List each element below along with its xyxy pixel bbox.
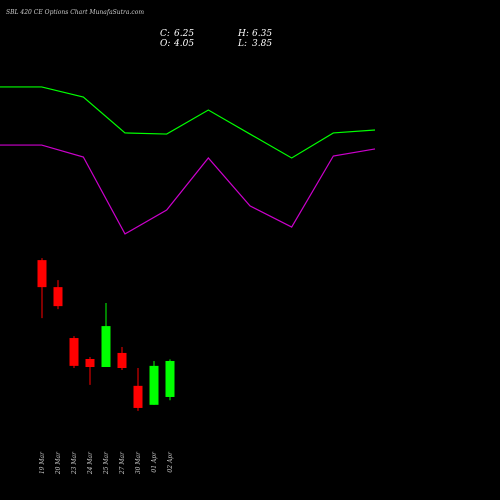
- candle-body: [133, 385, 143, 408]
- indicator-line: [0, 86, 376, 159]
- chart-title: SBL 420 CE Options Chart MunafaSutra.com: [6, 9, 144, 16]
- indicator-line: [0, 144, 376, 235]
- candle-body: [149, 365, 159, 405]
- candle-body: [101, 326, 111, 368]
- x-tick-label: 30 Mar: [135, 451, 142, 474]
- x-tick-label: 27 Mar: [119, 451, 126, 475]
- candle-body: [53, 287, 63, 307]
- x-tick-label: 19 Mar: [39, 451, 46, 474]
- candle-body: [117, 352, 127, 368]
- summary-value: 4.05: [173, 39, 194, 49]
- x-tick-label: 24 Mar: [87, 451, 94, 475]
- summary-label: C:: [160, 29, 170, 39]
- candle-body: [37, 260, 47, 288]
- candle-body: [165, 360, 175, 397]
- summary-label: O:: [160, 39, 170, 49]
- summary-value: 6.35: [252, 29, 272, 39]
- x-tick-label: 25 Mar: [103, 451, 110, 475]
- candle-body: [69, 338, 79, 366]
- x-tick-label: 20 Mar: [55, 451, 62, 475]
- summary-value: 3.85: [252, 39, 272, 49]
- summary-label: H:: [237, 29, 249, 39]
- summary-label: L:: [237, 39, 247, 49]
- candle-body: [85, 358, 95, 368]
- x-tick-label: 23 Mar: [71, 451, 78, 475]
- x-tick-label: 02 Apr: [167, 451, 174, 473]
- summary-value: 6.25: [174, 29, 194, 39]
- x-tick-label: 01 Apr: [151, 451, 158, 473]
